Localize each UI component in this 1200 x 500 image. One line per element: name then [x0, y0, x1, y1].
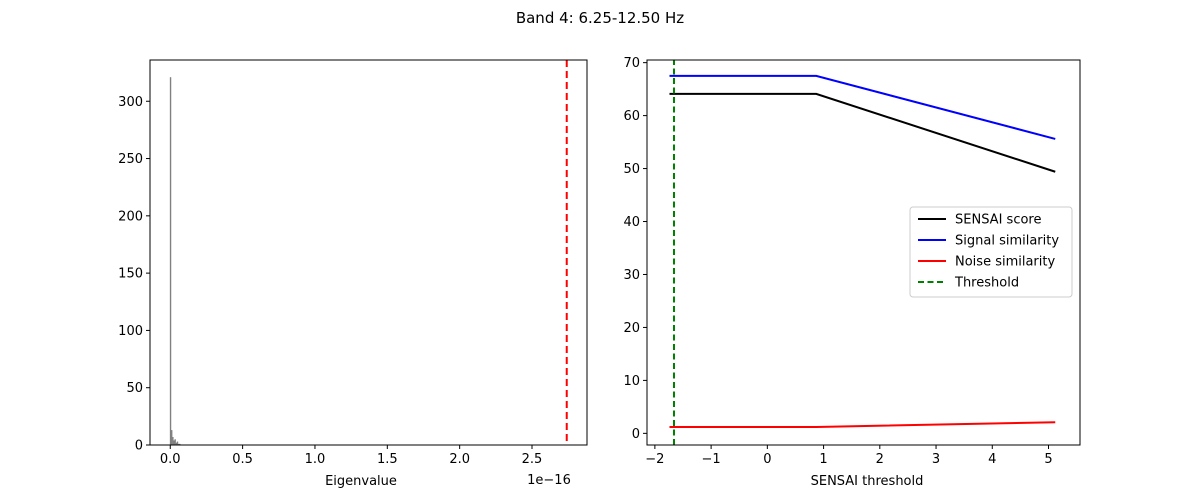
- x-tick-label: 2.5: [522, 452, 543, 467]
- legend-label: Noise similarity: [955, 255, 1055, 270]
- y-tick-label: 30: [623, 268, 640, 283]
- y-tick-label: 50: [623, 162, 640, 177]
- x-tick-label: −2: [645, 452, 664, 467]
- series-line-sensai-score: [669, 92, 1056, 173]
- histogram-border: [149, 59, 588, 446]
- histogram-bar: [172, 436, 174, 445]
- histogram-bar: [174, 439, 176, 445]
- sensai-x-ticks: −2 −1 0 1 2 3 4 5: [645, 445, 1053, 467]
- sensai-lines: [669, 60, 1056, 445]
- legend-label: Signal similarity: [955, 234, 1059, 249]
- y-tick-label: 100: [118, 324, 143, 339]
- histogram-x-offset-label: 1e−16: [527, 473, 571, 488]
- histogram-bar: [169, 77, 172, 445]
- sensai-y-ticks: 0 10 20 30 40 50 60 70: [623, 56, 647, 442]
- x-tick-label: 0: [763, 452, 771, 467]
- y-tick-label: 10: [623, 374, 640, 389]
- x-tick-label: −1: [702, 452, 721, 467]
- histogram-x-label: Eigenvalue: [325, 474, 397, 489]
- series-line-noise-similarity: [669, 421, 1056, 428]
- x-tick-label: 4: [988, 452, 996, 467]
- histogram-bar: [179, 443, 181, 445]
- suptitle: Band 4: 6.25-12.50 Hz: [516, 9, 684, 27]
- legend-label: Threshold: [954, 276, 1019, 291]
- legend: SENSAI score Signal similarity Noise simil…: [909, 206, 1073, 298]
- y-tick-label: 60: [623, 109, 640, 124]
- y-tick-label: 300: [118, 95, 143, 110]
- histogram-bar: [173, 440, 175, 445]
- histogram-bar: [171, 430, 173, 445]
- y-tick-label: 150: [118, 267, 143, 282]
- legend-label: SENSAI score: [955, 213, 1041, 228]
- y-tick-label: 0: [135, 439, 143, 454]
- histogram-frame: [150, 60, 587, 445]
- histogram-axes: 0.0 0.5 1.0 1.5 2.0 2.5 0 50 100 150 200 250 300 Ei…: [118, 59, 588, 489]
- sensai-x-label: SENSAI threshold: [811, 474, 924, 489]
- x-tick-label: 0.5: [232, 452, 253, 467]
- y-tick-label: 20: [623, 321, 640, 336]
- histogram-bars: [169, 77, 181, 445]
- sensai-border: [646, 59, 1081, 446]
- histogram-x-ticks: 0.0 0.5 1.0 1.5 2.0 2.5: [160, 445, 542, 467]
- histogram-bar: [175, 442, 178, 445]
- x-tick-label: 1.5: [377, 452, 398, 467]
- x-tick-label: 5: [1044, 452, 1052, 467]
- x-tick-label: 1: [819, 452, 827, 467]
- y-tick-label: 0: [632, 427, 640, 442]
- series-line-signal-similarity: [669, 74, 1056, 140]
- x-tick-label: 1.0: [305, 452, 326, 467]
- y-tick-label: 250: [118, 152, 143, 167]
- sensai-axes: −2 −1 0 1 2 3 4 5 0 10 20 30 40 50 60 70 SENSAI thresh…: [623, 56, 1081, 489]
- y-tick-label: 40: [623, 215, 640, 230]
- y-tick-label: 200: [118, 209, 143, 224]
- x-tick-label: 3: [932, 452, 940, 467]
- y-tick-label: 70: [623, 56, 640, 71]
- histogram-y-ticks: 0 50 100 150 200 250 300: [118, 95, 150, 454]
- histogram-bar: [176, 441, 179, 445]
- histogram-bar: [177, 443, 180, 445]
- x-tick-label: 2.0: [449, 452, 470, 467]
- legend-box: [909, 206, 1073, 298]
- x-tick-label: 2: [876, 452, 884, 467]
- x-tick-label: 0.0: [160, 452, 181, 467]
- y-tick-label: 50: [126, 381, 143, 396]
